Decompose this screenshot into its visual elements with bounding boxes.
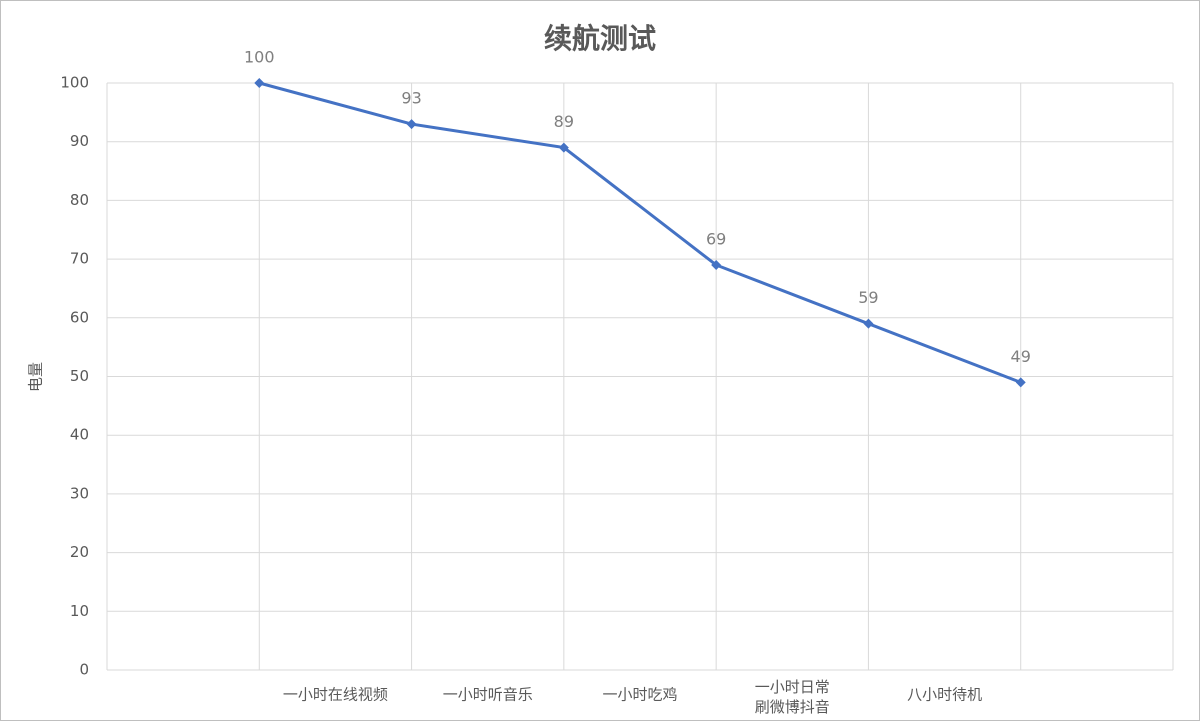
chart-title: 续航测试	[544, 22, 656, 55]
y-tick-label: 0	[79, 661, 89, 679]
marker	[406, 119, 417, 130]
y-tick-label: 20	[70, 543, 89, 561]
y-tick-label: 100	[60, 74, 89, 92]
y-tick-label: 80	[70, 191, 89, 209]
marker	[558, 142, 569, 153]
y-axis-label: 电量	[27, 362, 45, 392]
marker	[863, 318, 874, 329]
data-label: 59	[858, 288, 878, 307]
x-tick-label: 一小时吃鸡	[602, 686, 677, 704]
y-tick-label: 50	[70, 367, 89, 385]
y-tick-label: 40	[70, 426, 89, 444]
data-label: 49	[1011, 347, 1031, 366]
data-label: 100	[244, 48, 275, 67]
y-tick-label: 30	[70, 484, 89, 502]
x-tick-label: 一小时听音乐	[443, 686, 533, 704]
data-label: 89	[554, 112, 574, 131]
x-tick-label: 一小时在线视频	[283, 686, 388, 704]
data-label: 93	[401, 89, 421, 108]
y-tick-label: 70	[70, 250, 89, 268]
y-tick-label: 90	[70, 132, 89, 150]
x-tick-label: 一小时日常刷微博抖音	[755, 678, 830, 716]
line	[258, 81, 1022, 384]
y-tick-label: 60	[70, 308, 89, 326]
marker	[711, 259, 722, 270]
y-tick-label: 10	[70, 602, 89, 620]
data-label: 69	[706, 229, 726, 248]
marker	[1015, 377, 1026, 388]
x-tick-label: 八小时待机	[907, 686, 982, 704]
marker	[254, 78, 265, 88]
